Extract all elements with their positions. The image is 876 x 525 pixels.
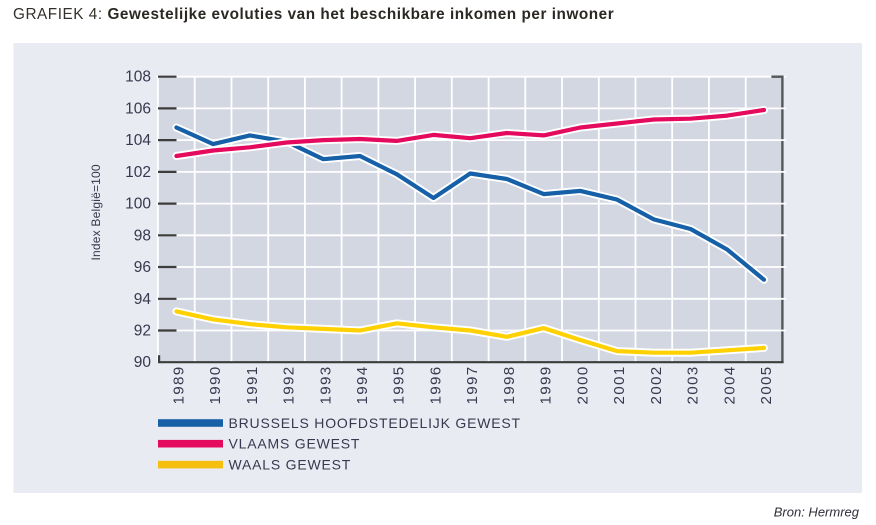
svg-text:Index België=100: Index België=100 [89,164,103,260]
svg-text:94: 94 [134,291,152,308]
svg-text:104: 104 [125,132,151,149]
svg-text:2002: 2002 [648,366,665,405]
svg-text:1992: 1992 [281,366,298,405]
svg-text:1989: 1989 [170,366,187,405]
svg-text:102: 102 [125,164,151,181]
svg-text:2003: 2003 [685,366,702,405]
svg-text:2004: 2004 [721,366,738,405]
svg-text:1991: 1991 [244,366,261,405]
svg-text:1996: 1996 [428,366,445,405]
svg-text:106: 106 [125,100,151,117]
svg-text:92: 92 [134,323,151,340]
svg-text:2005: 2005 [758,366,775,405]
svg-text:1997: 1997 [464,366,481,405]
svg-text:1990: 1990 [207,366,224,405]
svg-text:1998: 1998 [501,366,518,405]
svg-text:VLAAMS GEWEST: VLAAMS GEWEST [229,436,361,452]
svg-text:2000: 2000 [574,366,591,405]
svg-text:1994: 1994 [354,366,371,405]
svg-text:1995: 1995 [391,366,408,405]
svg-text:1999: 1999 [538,366,555,405]
svg-text:Bron: Hermreg: Bron: Hermreg [774,505,860,520]
svg-text:1993: 1993 [317,366,334,405]
svg-text:2001: 2001 [611,366,628,405]
svg-text:BRUSSELS HOOFDSTEDELIJK GEWEST: BRUSSELS HOOFDSTEDELIJK GEWEST [229,415,521,431]
svg-text:96: 96 [134,259,151,276]
svg-text:90: 90 [134,354,152,371]
svg-text:100: 100 [125,196,151,213]
svg-text:98: 98 [134,227,151,244]
svg-text:WAALS GEWEST: WAALS GEWEST [229,457,352,473]
svg-text:108: 108 [125,69,151,86]
